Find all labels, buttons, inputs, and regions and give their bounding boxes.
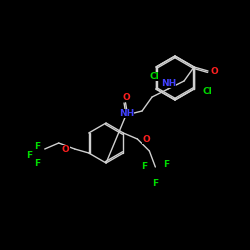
Text: O: O <box>122 92 130 102</box>
Text: F: F <box>163 160 170 169</box>
Text: F: F <box>26 150 33 160</box>
Text: F: F <box>34 159 41 168</box>
Text: O: O <box>210 66 218 76</box>
Text: NH: NH <box>161 78 176 88</box>
Text: O: O <box>62 144 70 154</box>
Text: Cl: Cl <box>149 72 159 81</box>
Text: F: F <box>34 142 41 151</box>
Text: NH: NH <box>119 108 134 118</box>
Text: O: O <box>142 134 150 143</box>
Text: F: F <box>141 162 147 171</box>
Text: F: F <box>152 179 158 188</box>
Text: Cl: Cl <box>202 86 212 96</box>
